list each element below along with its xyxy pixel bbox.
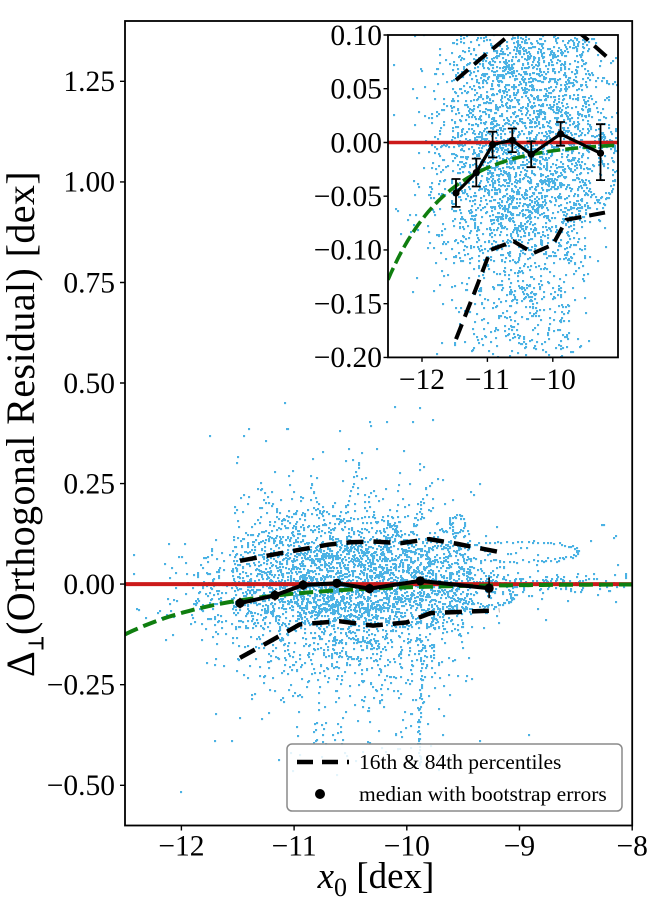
svg-text:−11: −11 <box>465 364 510 396</box>
svg-text:−8: −8 <box>617 831 648 863</box>
svg-text:−0.10: −0.10 <box>314 235 382 267</box>
svg-text:0.00: 0.00 <box>330 127 382 159</box>
svg-text:16th & 84th percentiles: 16th & 84th percentiles <box>359 750 561 774</box>
svg-text:0.25: 0.25 <box>63 468 115 500</box>
svg-text:−10: −10 <box>384 831 430 863</box>
svg-text:0.00: 0.00 <box>63 569 115 601</box>
svg-text:−10: −10 <box>530 364 576 396</box>
svg-text:−0.20: −0.20 <box>314 342 382 374</box>
svg-text:0.05: 0.05 <box>330 74 382 106</box>
svg-text:1.00: 1.00 <box>63 167 115 199</box>
svg-text:Δ: Δ <box>0 651 43 677</box>
svg-text:−0.25: −0.25 <box>47 670 115 702</box>
svg-text:−12: −12 <box>399 364 445 396</box>
svg-text:−12: −12 <box>158 831 204 863</box>
svg-text:median with bootstrap errors: median with bootstrap errors <box>359 782 607 806</box>
svg-text:(Orthogonal Residual) [dex]: (Orthogonal Residual) [dex] <box>0 171 43 635</box>
svg-text:−0.50: −0.50 <box>47 770 115 802</box>
svg-text:−11: −11 <box>272 831 317 863</box>
svg-text:−9: −9 <box>504 831 535 863</box>
svg-text:0.10: 0.10 <box>330 20 382 52</box>
svg-text:0.75: 0.75 <box>63 267 115 299</box>
svg-text:−0.15: −0.15 <box>314 289 382 321</box>
svg-text:x0 [dex]: x0 [dex] <box>317 856 435 897</box>
svg-text:0.50: 0.50 <box>63 368 115 400</box>
svg-text:−0.05: −0.05 <box>314 181 382 213</box>
svg-text:1.25: 1.25 <box>63 66 115 98</box>
